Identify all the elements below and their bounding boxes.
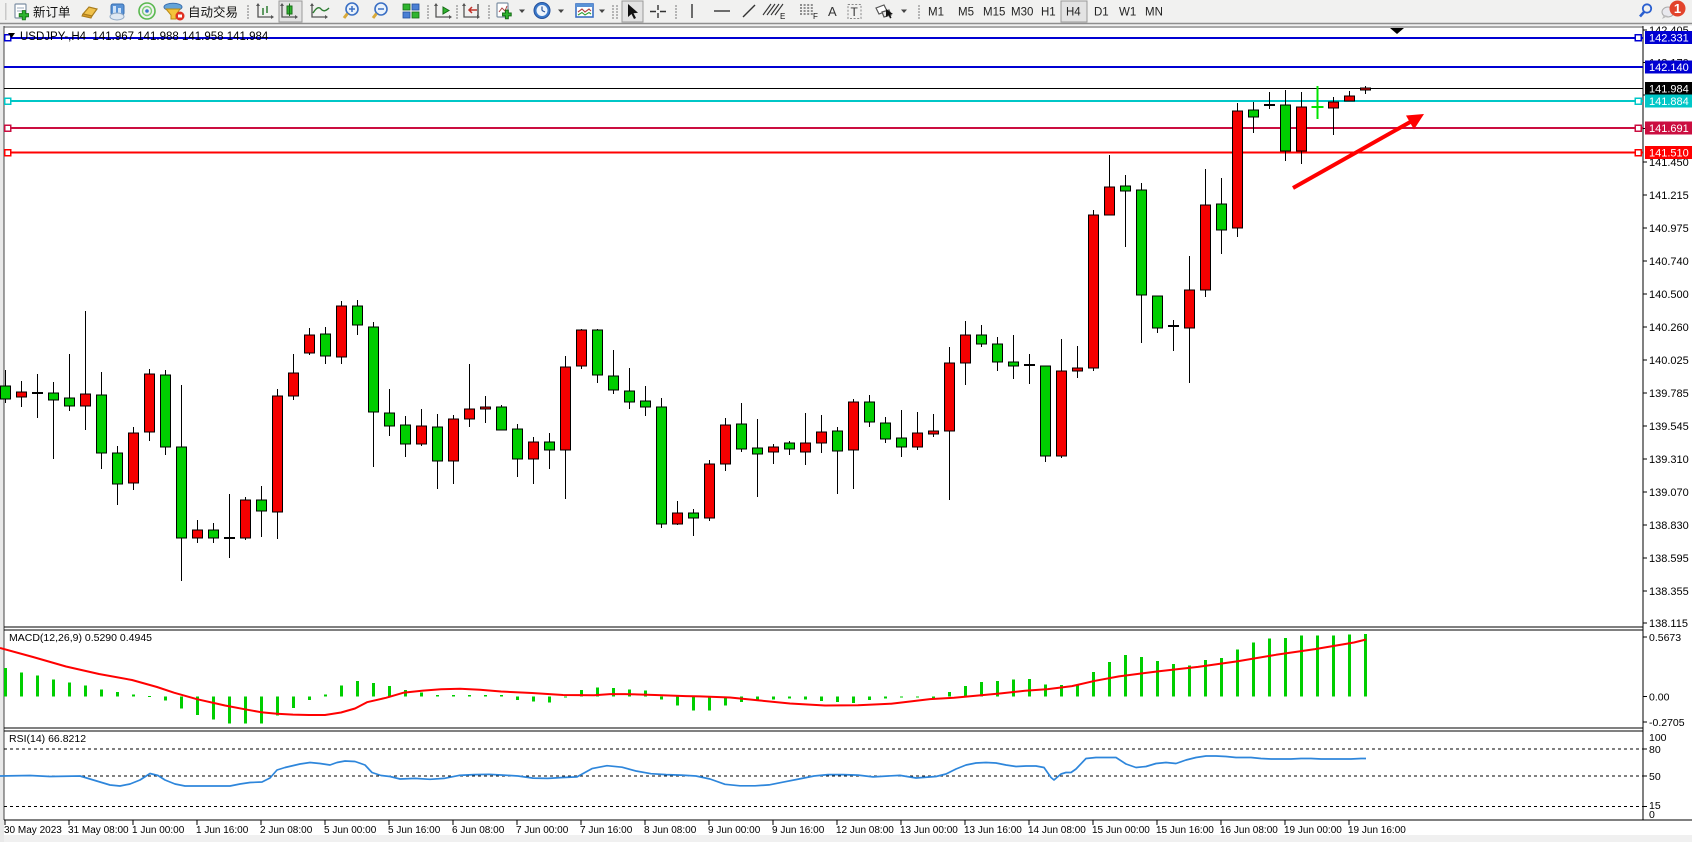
svg-text:19 Jun 00:00: 19 Jun 00:00 <box>1284 825 1342 836</box>
svg-text:RSI(14) 66.8212: RSI(14) 66.8212 <box>9 733 86 745</box>
svg-text:140.500: 140.500 <box>1649 289 1689 301</box>
svg-text:H4: H4 <box>1066 7 1081 19</box>
svg-text:0.00: 0.00 <box>1649 692 1670 704</box>
svg-text:141.884: 141.884 <box>1649 96 1689 108</box>
svg-text:5 Jun 16:00: 5 Jun 16:00 <box>388 825 441 836</box>
svg-text:0: 0 <box>1649 809 1655 821</box>
svg-text:F: F <box>813 12 818 21</box>
svg-text:6 Jun 08:00: 6 Jun 08:00 <box>452 825 505 836</box>
svg-text:D1: D1 <box>1094 7 1109 19</box>
svg-text:M15: M15 <box>983 7 1005 19</box>
svg-text:15 Jun 16:00: 15 Jun 16:00 <box>1156 825 1214 836</box>
svg-text:139.545: 139.545 <box>1649 421 1689 433</box>
svg-text:142.140: 142.140 <box>1649 62 1689 74</box>
svg-text:MACD(12,26,9) 0.5290 0.4945: MACD(12,26,9) 0.5290 0.4945 <box>9 632 152 644</box>
svg-text:2 Jun 08:00: 2 Jun 08:00 <box>260 825 313 836</box>
svg-text:15: 15 <box>1649 800 1661 812</box>
svg-text:W1: W1 <box>1119 7 1136 19</box>
svg-text:139.310: 139.310 <box>1649 454 1689 466</box>
svg-text:MN: MN <box>1145 7 1163 19</box>
svg-text:新订单: 新订单 <box>33 5 71 20</box>
svg-text:M1: M1 <box>928 7 944 19</box>
svg-text:12 Jun 08:00: 12 Jun 08:00 <box>836 825 894 836</box>
svg-text:31 May 08:00: 31 May 08:00 <box>68 825 129 836</box>
svg-text:1: 1 <box>1674 1 1681 16</box>
svg-text:141.984: 141.984 <box>1649 84 1689 96</box>
svg-text:100: 100 <box>1649 732 1667 744</box>
svg-text:140.975: 140.975 <box>1649 223 1689 235</box>
svg-text:8 Jun 08:00: 8 Jun 08:00 <box>644 825 697 836</box>
svg-text:138.115: 138.115 <box>1649 618 1688 630</box>
svg-text:140.260: 140.260 <box>1649 322 1689 334</box>
svg-text:13 Jun 00:00: 13 Jun 00:00 <box>900 825 958 836</box>
svg-text:141.691: 141.691 <box>1649 123 1689 135</box>
svg-text:H1: H1 <box>1041 7 1056 19</box>
svg-text:M5: M5 <box>958 7 974 19</box>
svg-text:9 Jun 00:00: 9 Jun 00:00 <box>708 825 761 836</box>
svg-text:M30: M30 <box>1011 7 1033 19</box>
svg-text:141.450: 141.450 <box>1649 157 1689 169</box>
svg-text:16 Jun 08:00: 16 Jun 08:00 <box>1220 825 1278 836</box>
svg-text:13 Jun 16:00: 13 Jun 16:00 <box>964 825 1022 836</box>
svg-text:自动交易: 自动交易 <box>188 5 238 20</box>
svg-text:80: 80 <box>1649 744 1661 756</box>
svg-text:138.830: 138.830 <box>1649 520 1689 532</box>
svg-text:142.331: 142.331 <box>1649 33 1689 45</box>
svg-text:30 May 2023: 30 May 2023 <box>4 825 62 836</box>
svg-text:15 Jun 00:00: 15 Jun 00:00 <box>1092 825 1150 836</box>
svg-text:141.215: 141.215 <box>1649 190 1689 202</box>
svg-text:0.5673: 0.5673 <box>1649 632 1681 644</box>
svg-text:E: E <box>780 12 785 21</box>
svg-text:1 Jun 00:00: 1 Jun 00:00 <box>132 825 185 836</box>
svg-text:14 Jun 08:00: 14 Jun 08:00 <box>1028 825 1086 836</box>
svg-text:139.070: 139.070 <box>1649 487 1689 499</box>
svg-text:5 Jun 00:00: 5 Jun 00:00 <box>324 825 377 836</box>
svg-text:140.025: 140.025 <box>1649 355 1689 367</box>
svg-text:141.510: 141.510 <box>1649 148 1689 160</box>
svg-text:USDJPY-,H4 141.967 141.988 14: USDJPY-,H4 141.967 141.988 141.958 141.9… <box>20 31 269 43</box>
svg-text:139.785: 139.785 <box>1649 388 1689 400</box>
svg-text:7 Jun 16:00: 7 Jun 16:00 <box>580 825 633 836</box>
svg-text:138.595: 138.595 <box>1649 553 1689 565</box>
svg-text:50: 50 <box>1649 771 1661 783</box>
svg-text:T: T <box>851 5 859 19</box>
svg-text:140.740: 140.740 <box>1649 256 1689 268</box>
svg-text:138.355: 138.355 <box>1649 586 1689 598</box>
svg-text:1 Jun 16:00: 1 Jun 16:00 <box>196 825 249 836</box>
svg-text:7 Jun 00:00: 7 Jun 00:00 <box>516 825 569 836</box>
svg-text:19 Jun 16:00: 19 Jun 16:00 <box>1348 825 1406 836</box>
svg-text:-0.2705: -0.2705 <box>1649 717 1685 729</box>
svg-text:A: A <box>828 4 837 19</box>
svg-text:9 Jun 16:00: 9 Jun 16:00 <box>772 825 825 836</box>
